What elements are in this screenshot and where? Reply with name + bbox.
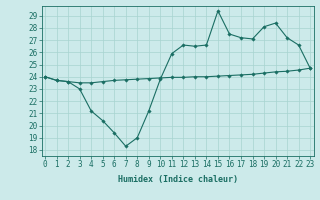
X-axis label: Humidex (Indice chaleur): Humidex (Indice chaleur) [118,175,237,184]
